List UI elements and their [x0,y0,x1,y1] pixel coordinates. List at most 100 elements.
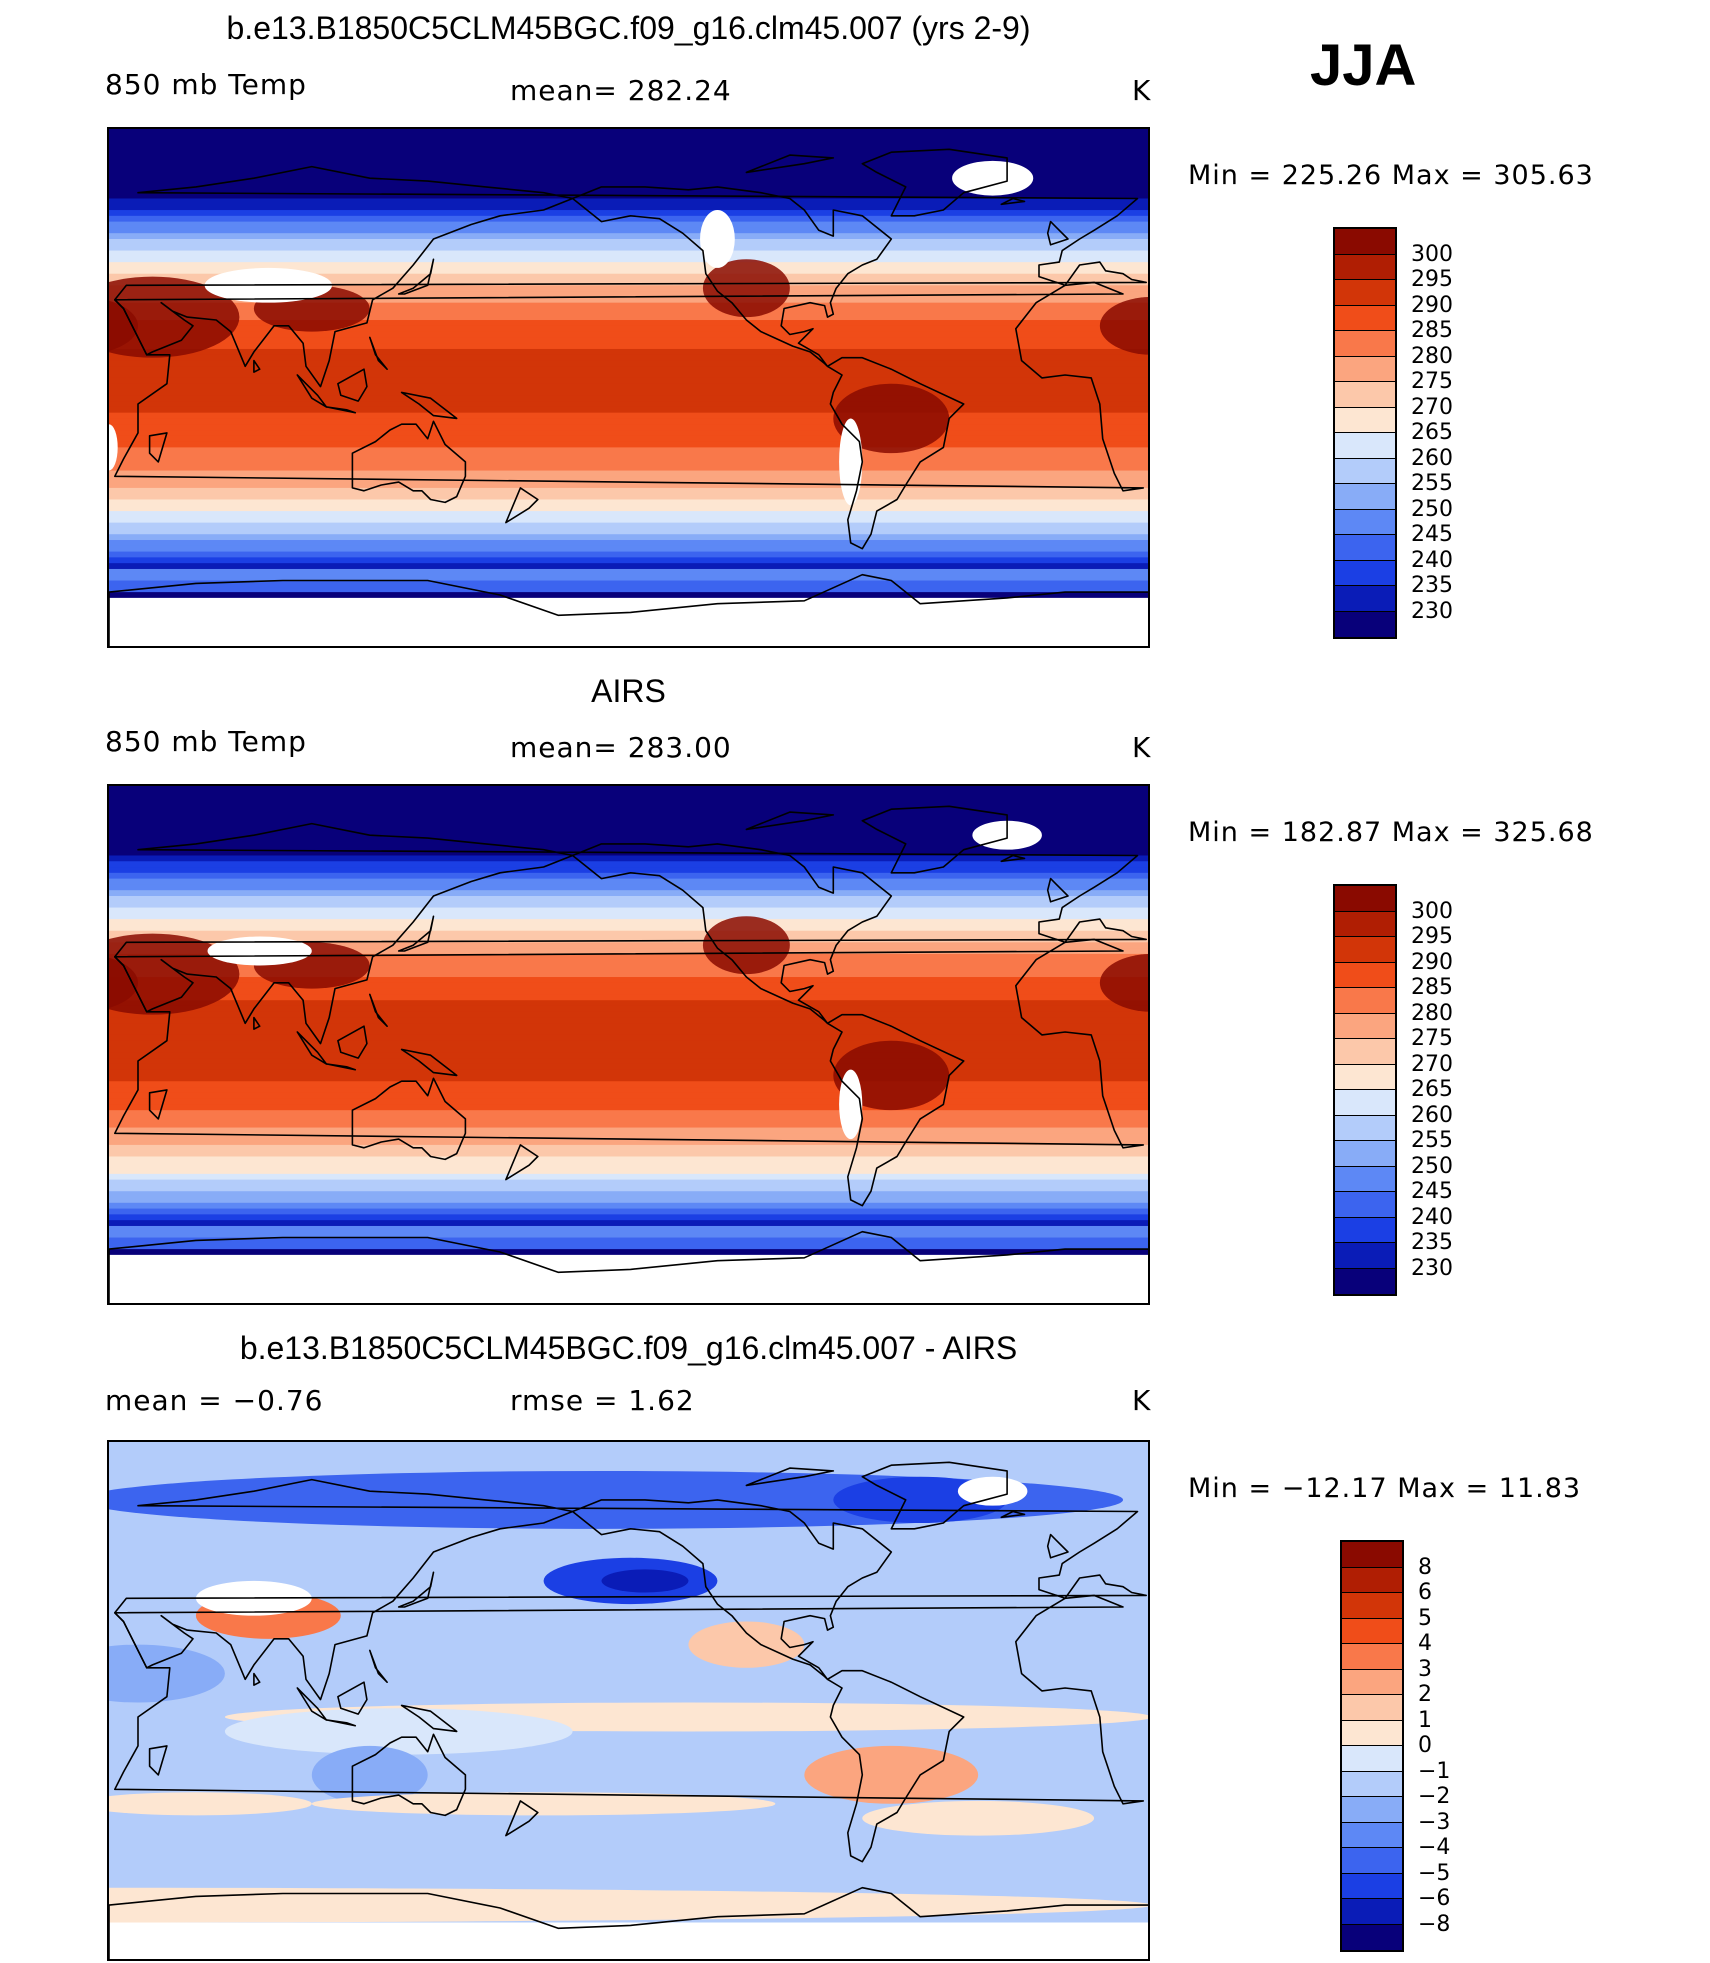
panel1-map [107,127,1150,648]
missing-data-region [109,424,118,471]
temperature-band [109,233,1148,240]
missing-data-region [839,1069,863,1140]
temperature-band [109,1202,1148,1210]
temperature-band [109,354,1148,362]
temperature-band [109,1011,1148,1019]
coastline [337,1025,368,1059]
panel3-mean-label: mean = −0.76 [105,1384,324,1417]
coastline [114,1594,1145,1805]
coastline [351,1733,467,1817]
colorbar-swatch [1335,280,1395,306]
coastline [745,154,835,174]
colorbar-tick-label: 245 [1411,1179,1453,1204]
temperature-band [109,1087,1148,1094]
difference-patch [311,1745,428,1804]
temperature-band [109,1069,1148,1077]
temperature-band [109,1017,1148,1025]
coastline [400,391,458,420]
panel2-minmax: Min = 182.87 Max = 325.68 [1188,817,1594,848]
temperature-band [109,186,1148,194]
colorbar-swatch [1335,331,1395,357]
colorbar-tick-label: 290 [1411,292,1453,318]
colorbar-swatch [1342,1593,1402,1619]
colorbar-swatch [1335,1064,1395,1090]
coastline [1046,220,1069,246]
temperature-band [109,493,1148,501]
coastline [397,258,435,295]
temperature-band [109,534,1148,541]
temperature-band [109,418,1148,426]
colorbar-swatch [1335,305,1395,331]
colorbar-tick-label: 260 [1411,445,1453,471]
temperature-band [109,505,1148,512]
season-label: JJA [1310,33,1417,98]
temperature-band [109,919,1148,926]
temperature-band [109,430,1148,437]
temperature-band [109,256,1148,263]
temperature-band [109,314,1148,321]
coastline [571,186,893,368]
colorbar-swatch [1335,962,1395,988]
temperature-band [109,227,1148,234]
colorbar-swatch [1335,458,1395,484]
colorbar-tick-label: 295 [1411,267,1453,292]
temperature-band [109,1139,1148,1146]
colorbar-tick-label: −3 [1418,1809,1451,1835]
panel1-minmax: Min = 225.26 Max = 305.63 [1188,160,1594,191]
colorbar-swatch [1342,1669,1402,1695]
coastline [114,822,1147,1045]
colorbar-tick-label: 230 [1411,598,1453,624]
temperature-band [109,499,1148,507]
warm-region [1099,296,1148,355]
coastlines [109,1461,1148,1959]
coastline [148,1745,168,1776]
coastline [571,1499,893,1681]
colorbar-tick-label: 235 [1411,1230,1453,1255]
colorbar-tick-label: −6 [1418,1886,1451,1911]
colorbar-swatch [1335,1039,1395,1065]
panel2-units-label: K [1132,731,1152,764]
coastline [397,1571,435,1608]
temperature-band [109,1173,1148,1181]
coastline [826,1013,965,1207]
temperature-band [109,395,1148,402]
temperature-band [109,563,1148,570]
warm-region [109,276,240,358]
temperature-band [109,1052,1148,1059]
colorbar-swatch [1335,911,1395,937]
temperature-band [109,1034,1148,1042]
temperature-band [109,913,1148,920]
colorbar-swatch [1335,1115,1395,1141]
colorbar-swatch [1335,560,1395,586]
colorbar-swatch [1335,433,1395,459]
coastline [114,938,1145,1149]
panel3-rmse-label: rmse = 1.62 [510,1384,695,1417]
warm-region [702,259,790,318]
temperature-band [109,262,1148,269]
coastline [148,1089,168,1120]
temperature-band [109,855,1148,863]
coastline [253,359,261,373]
colorbar-swatch [1335,611,1395,637]
coastline [400,1704,458,1733]
coastline [505,1144,539,1181]
temperature-band [109,1081,1148,1088]
temperature-band [109,140,1148,148]
colorbar-swatch [1335,1192,1395,1218]
temperature-band [109,204,1148,211]
temperature-band [109,424,1148,431]
temperature-band [109,977,1148,984]
temperature-band [109,516,1148,524]
colorbar-swatch [1335,937,1395,963]
temperature-band [109,820,1148,828]
colorbar-swatch [1335,1013,1395,1039]
antarctica-mask [109,597,1148,646]
temperature-band [109,1162,1148,1169]
coastline [861,148,1008,217]
temperature-band [109,890,1148,897]
coastline [745,1467,835,1487]
temperature-band [109,406,1148,414]
panel3-minmax: Min = −12.17 Max = 11.83 [1188,1473,1582,1504]
colorbar-swatch [1335,407,1395,433]
difference-patch [224,1708,573,1755]
